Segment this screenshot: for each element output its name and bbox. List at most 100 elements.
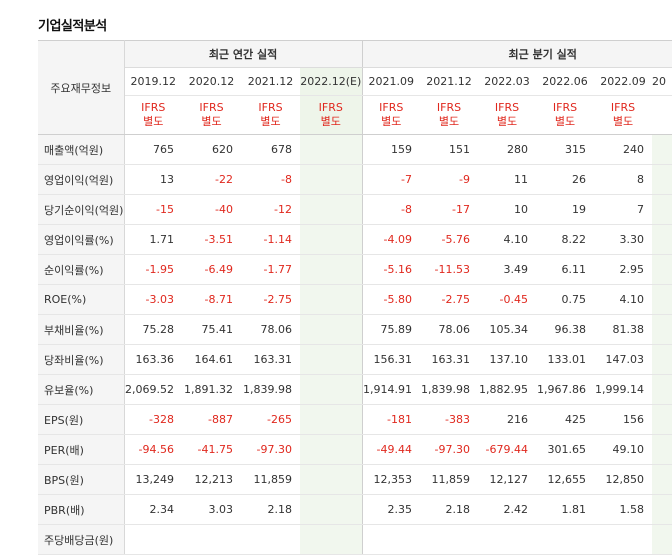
value-cell: 12,213	[182, 464, 241, 495]
value-cell: 2.18	[241, 494, 300, 525]
basis-scope: 별도	[496, 115, 518, 128]
value-cell: 19	[536, 194, 595, 225]
value-cell: 1,882.95	[478, 374, 537, 405]
annual-group-header: 최근 연간 실적	[124, 40, 363, 68]
value-cell: 3.03	[182, 494, 241, 525]
value-cell: 81.38	[594, 314, 653, 345]
value-cell	[241, 524, 300, 555]
table-row: BPS(원) 13,249 12,213 11,859 12,353 11,859 12,1…	[38, 464, 672, 495]
value-cell: -94.56	[124, 434, 182, 465]
value-cell	[652, 404, 672, 435]
value-cell: -12	[241, 194, 300, 225]
value-cell: 4.10	[478, 224, 537, 255]
table-row: 당좌비율(%) 163.36 164.61 163.31 156.31 163.31 137…	[38, 344, 672, 375]
value-cell: 620	[182, 134, 241, 165]
value-cell	[300, 224, 363, 255]
value-cell: 105.34	[478, 314, 537, 345]
value-cell: 11	[478, 164, 537, 195]
value-cell: -1.95	[124, 254, 182, 285]
row-label: 영업이익(억원)	[38, 164, 125, 195]
table-row: 영업이익(억원) 13 -22 -8 -7 -9 11 26 8	[38, 164, 672, 195]
value-cell: 137.10	[478, 344, 537, 375]
value-cell	[652, 434, 672, 465]
value-cell: 163.31	[420, 344, 479, 375]
value-cell: -1.77	[241, 254, 300, 285]
value-cell	[300, 284, 363, 315]
accounting-basis-cell: IFRS 별도	[182, 95, 241, 135]
value-cell	[652, 374, 672, 405]
value-cell: 1,999.14	[594, 374, 653, 405]
value-cell: -328	[124, 404, 182, 435]
value-cell: 13	[124, 164, 182, 195]
period-header: 2022.06	[536, 67, 595, 96]
value-cell: -265	[241, 404, 300, 435]
basis-scope: 별도	[554, 115, 576, 128]
value-cell: 11,859	[241, 464, 300, 495]
value-cell: 11,859	[420, 464, 479, 495]
value-cell: -383	[420, 404, 479, 435]
value-cell: 1,967.86	[536, 374, 595, 405]
basis-standard: IFRS	[379, 101, 404, 114]
accounting-basis-cell	[652, 95, 672, 135]
value-cell: 2.42	[478, 494, 537, 525]
value-cell: 1,891.32	[182, 374, 241, 405]
accounting-basis-cell: IFRS 별도	[124, 95, 182, 135]
accounting-basis-cell: IFRS 별도	[420, 95, 479, 135]
value-cell: -2.75	[241, 284, 300, 315]
basis-standard: IFRS	[318, 101, 343, 114]
value-cell: -49.44	[361, 434, 421, 465]
value-cell	[652, 314, 672, 345]
value-cell: 133.01	[536, 344, 595, 375]
row-label: 주당배당금(원)	[38, 524, 125, 555]
value-cell: 3.30	[594, 224, 653, 255]
table-row: 매출액(억원) 765 620 678 159 151 280 315 240	[38, 134, 672, 165]
value-cell: -1.14	[241, 224, 300, 255]
quarterly-group-header: 최근 분기 실적	[361, 40, 672, 68]
row-label: 당기순이익(억원)	[38, 194, 125, 225]
basis-standard: IFRS	[199, 101, 224, 114]
value-cell	[652, 524, 672, 555]
table-row: 순이익률(%) -1.95 -6.49 -1.77 -5.16 -11.53 3.49 6.1…	[38, 254, 672, 285]
basis-standard: IFRS	[258, 101, 283, 114]
value-cell: 7	[594, 194, 653, 225]
accounting-basis-cell: IFRS 별도	[300, 95, 363, 135]
value-cell	[300, 134, 363, 165]
table-row: EPS(원) -328 -887 -265 -181 -383 216 425 156	[38, 404, 672, 435]
basis-standard: IFRS	[610, 101, 636, 114]
value-cell: -5.16	[361, 254, 421, 285]
value-cell: 163.31	[241, 344, 300, 375]
table-row: ROE(%) -3.03 -8.71 -2.75 -5.80 -2.75 -0.45 0.75…	[38, 284, 672, 315]
value-cell	[300, 374, 363, 405]
value-cell: 0.75	[536, 284, 595, 315]
value-cell: 2.95	[594, 254, 653, 285]
value-cell: 26	[536, 164, 595, 195]
value-cell: -8.71	[182, 284, 241, 315]
value-cell	[300, 494, 363, 525]
value-cell: 4.10	[594, 284, 653, 315]
value-cell: 75.89	[361, 314, 421, 345]
value-cell: 1,839.98	[420, 374, 479, 405]
basis-scope: 별도	[438, 115, 460, 128]
value-cell	[420, 524, 479, 555]
value-cell: 1.81	[536, 494, 595, 525]
period-header: 20	[652, 67, 672, 96]
period-header: 2021.12	[241, 67, 300, 96]
value-cell: -8	[241, 164, 300, 195]
period-header: 2019.12	[124, 67, 182, 96]
value-cell: 2.18	[420, 494, 479, 525]
value-cell	[652, 224, 672, 255]
row-label: EPS(원)	[38, 404, 125, 435]
period-header: 2021.09	[361, 67, 421, 96]
period-header: 2020.12	[182, 67, 241, 96]
value-cell: -7	[361, 164, 421, 195]
period-header: 2022.09	[594, 67, 653, 96]
value-cell: 156	[594, 404, 653, 435]
value-cell	[300, 164, 363, 195]
value-cell: 10	[478, 194, 537, 225]
value-cell	[300, 344, 363, 375]
value-cell	[361, 524, 421, 555]
value-cell	[300, 194, 363, 225]
value-cell: 1.58	[594, 494, 653, 525]
accounting-basis-cell: IFRS 별도	[478, 95, 537, 135]
value-cell: 75.41	[182, 314, 241, 345]
